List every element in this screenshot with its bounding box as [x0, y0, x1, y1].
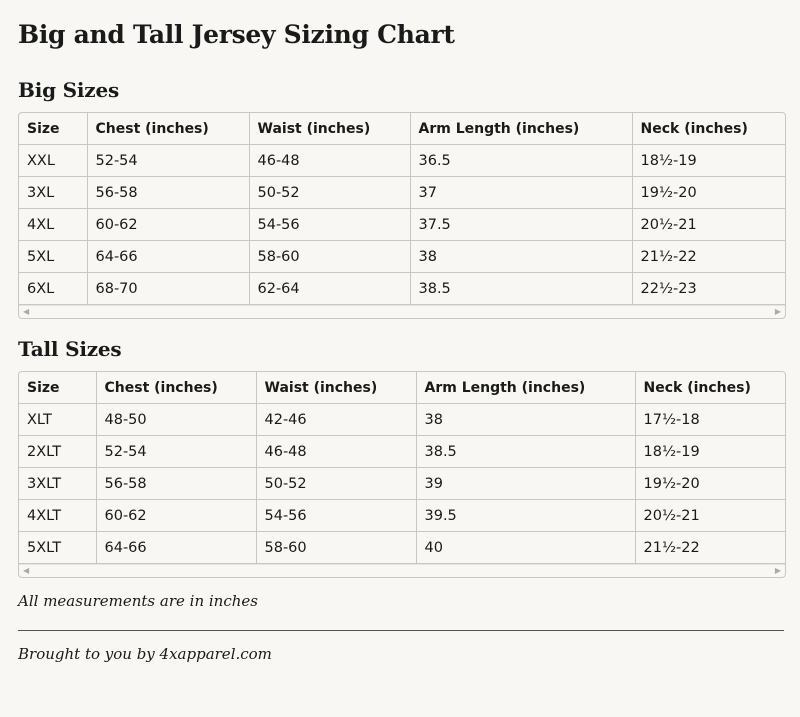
table-header-row: Size Chest (inches) Waist (inches) Arm L…	[19, 113, 785, 145]
cell-neck: 17½-18	[635, 403, 785, 436]
cell-arm-length: 37.5	[410, 208, 633, 241]
cell-waist: 54-56	[256, 499, 417, 532]
cell-neck: 18½-19	[632, 144, 785, 177]
table-row: 4XLT 60-62 54-56 39.5 20½-21	[19, 499, 785, 532]
header-size: Size	[19, 372, 97, 404]
header-neck: Neck (inches)	[632, 113, 785, 145]
horizontal-scrollbar[interactable]: ◀ ▶	[19, 305, 785, 318]
cell-size: 5XL	[19, 240, 88, 273]
cell-waist: 54-56	[249, 208, 411, 241]
cell-arm-length: 38	[410, 240, 633, 273]
cell-waist: 58-60	[249, 240, 411, 273]
cell-size: 5XLT	[19, 531, 97, 564]
cell-neck: 20½-21	[632, 208, 785, 241]
table-row: 4XL 60-62 54-56 37.5 20½-21	[19, 208, 785, 241]
scroll-right-icon[interactable]: ▶	[774, 566, 781, 575]
cell-chest: 64-66	[96, 531, 257, 564]
big-sizes-table: Size Chest (inches) Waist (inches) Arm L…	[19, 113, 785, 305]
cell-size: 4XLT	[19, 499, 97, 532]
cell-neck: 21½-22	[635, 531, 785, 564]
table-header-row: Size Chest (inches) Waist (inches) Arm L…	[19, 372, 785, 404]
cell-waist: 62-64	[249, 272, 411, 305]
cell-size: 3XL	[19, 176, 88, 209]
table-row: 6XL 68-70 62-64 38.5 22½-23	[19, 272, 785, 305]
header-arm-length: Arm Length (inches)	[410, 113, 633, 145]
header-chest: Chest (inches)	[87, 113, 250, 145]
cell-arm-length: 40	[416, 531, 636, 564]
header-neck: Neck (inches)	[635, 372, 785, 404]
cell-neck: 21½-22	[632, 240, 785, 273]
cell-arm-length: 37	[410, 176, 633, 209]
cell-size: XXL	[19, 144, 88, 177]
cell-chest: 56-58	[96, 467, 257, 500]
cell-size: 6XL	[19, 272, 88, 305]
scroll-left-icon[interactable]: ◀	[23, 307, 30, 316]
horizontal-scrollbar[interactable]: ◀ ▶	[19, 564, 785, 577]
table-row: 5XL 64-66 58-60 38 21½-22	[19, 240, 785, 273]
big-sizes-heading: Big Sizes	[18, 78, 120, 102]
cell-chest: 52-54	[96, 435, 257, 468]
cell-arm-length: 39.5	[416, 499, 636, 532]
table-row: 5XLT 64-66 58-60 40 21½-22	[19, 531, 785, 564]
cell-chest: 48-50	[96, 403, 257, 436]
credit-text: Brought to you by 4xapparel.com	[18, 645, 272, 663]
cell-chest: 68-70	[87, 272, 250, 305]
cell-waist: 42-46	[256, 403, 417, 436]
cell-neck: 18½-19	[635, 435, 785, 468]
cell-neck: 22½-23	[632, 272, 785, 305]
header-size: Size	[19, 113, 88, 145]
header-chest: Chest (inches)	[96, 372, 257, 404]
cell-size: 4XL	[19, 208, 88, 241]
cell-size: XLT	[19, 403, 97, 436]
cell-chest: 64-66	[87, 240, 250, 273]
page: Big and Tall Jersey Sizing Chart Big Siz…	[18, 20, 786, 663]
cell-neck: 19½-20	[635, 467, 785, 500]
cell-chest: 60-62	[96, 499, 257, 532]
page-title: Big and Tall Jersey Sizing Chart	[18, 20, 455, 49]
cell-size: 2XLT	[19, 435, 97, 468]
scroll-left-icon[interactable]: ◀	[23, 566, 30, 575]
cell-arm-length: 38	[416, 403, 636, 436]
tall-sizes-table-container: Size Chest (inches) Waist (inches) Arm L…	[18, 371, 786, 578]
cell-chest: 52-54	[87, 144, 250, 177]
tall-sizes-heading: Tall Sizes	[18, 337, 122, 361]
cell-arm-length: 38.5	[410, 272, 633, 305]
table-row: 3XL 56-58 50-52 37 19½-20	[19, 176, 785, 209]
cell-waist: 46-48	[249, 144, 411, 177]
cell-neck: 19½-20	[632, 176, 785, 209]
tall-sizes-table: Size Chest (inches) Waist (inches) Arm L…	[19, 372, 785, 564]
cell-arm-length: 39	[416, 467, 636, 500]
table-row: 3XLT 56-58 50-52 39 19½-20	[19, 467, 785, 500]
scroll-right-icon[interactable]: ▶	[774, 307, 781, 316]
table-row: 2XLT 52-54 46-48 38.5 18½-19	[19, 435, 785, 468]
header-waist: Waist (inches)	[256, 372, 417, 404]
cell-arm-length: 38.5	[416, 435, 636, 468]
cell-waist: 46-48	[256, 435, 417, 468]
cell-neck: 20½-21	[635, 499, 785, 532]
table-row: XLT 48-50 42-46 38 17½-18	[19, 403, 785, 436]
big-sizes-table-container: Size Chest (inches) Waist (inches) Arm L…	[18, 112, 786, 319]
cell-waist: 50-52	[249, 176, 411, 209]
cell-waist: 58-60	[256, 531, 417, 564]
header-arm-length: Arm Length (inches)	[416, 372, 636, 404]
cell-arm-length: 36.5	[410, 144, 633, 177]
table-row: XXL 52-54 46-48 36.5 18½-19	[19, 144, 785, 177]
cell-chest: 56-58	[87, 176, 250, 209]
measurement-note: All measurements are in inches	[18, 592, 258, 610]
cell-chest: 60-62	[87, 208, 250, 241]
header-waist: Waist (inches)	[249, 113, 411, 145]
cell-waist: 50-52	[256, 467, 417, 500]
divider	[18, 630, 784, 631]
cell-size: 3XLT	[19, 467, 97, 500]
